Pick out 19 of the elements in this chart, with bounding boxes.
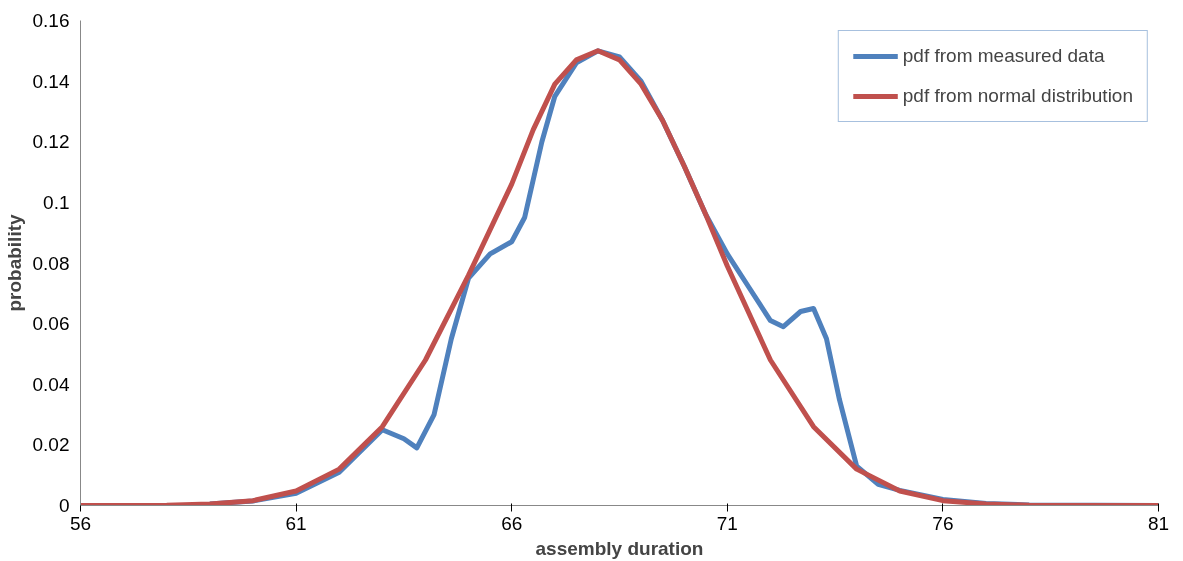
y-tick-label: 0 [58, 495, 70, 516]
x-tick-label: 71 [716, 512, 738, 534]
y-tick-label: 0.14 [32, 70, 70, 92]
y-tick-label: 0.06 [32, 313, 70, 335]
x-tick-label: 76 [932, 512, 954, 534]
x-tick-label: 66 [501, 512, 523, 534]
y-tick-label: 0.12 [32, 131, 70, 153]
y-tick-label: 0.08 [32, 252, 70, 274]
y-axis-title: probability [3, 214, 25, 312]
y-tick-label: 0.02 [32, 434, 70, 456]
legend-label: pdf from measured data [902, 45, 1105, 67]
y-tick-label: 0.04 [32, 373, 70, 395]
x-axis-title: assembly duration [535, 537, 704, 559]
x-tick-label: 61 [285, 512, 307, 534]
x-tick-label: 56 [69, 512, 92, 534]
y-tick-label: 0.16 [32, 10, 70, 31]
legend-label: pdf from normal distribution [902, 85, 1133, 107]
x-tick-label: 81 [1147, 512, 1170, 534]
y-tick-label: 0.1 [43, 191, 70, 213]
